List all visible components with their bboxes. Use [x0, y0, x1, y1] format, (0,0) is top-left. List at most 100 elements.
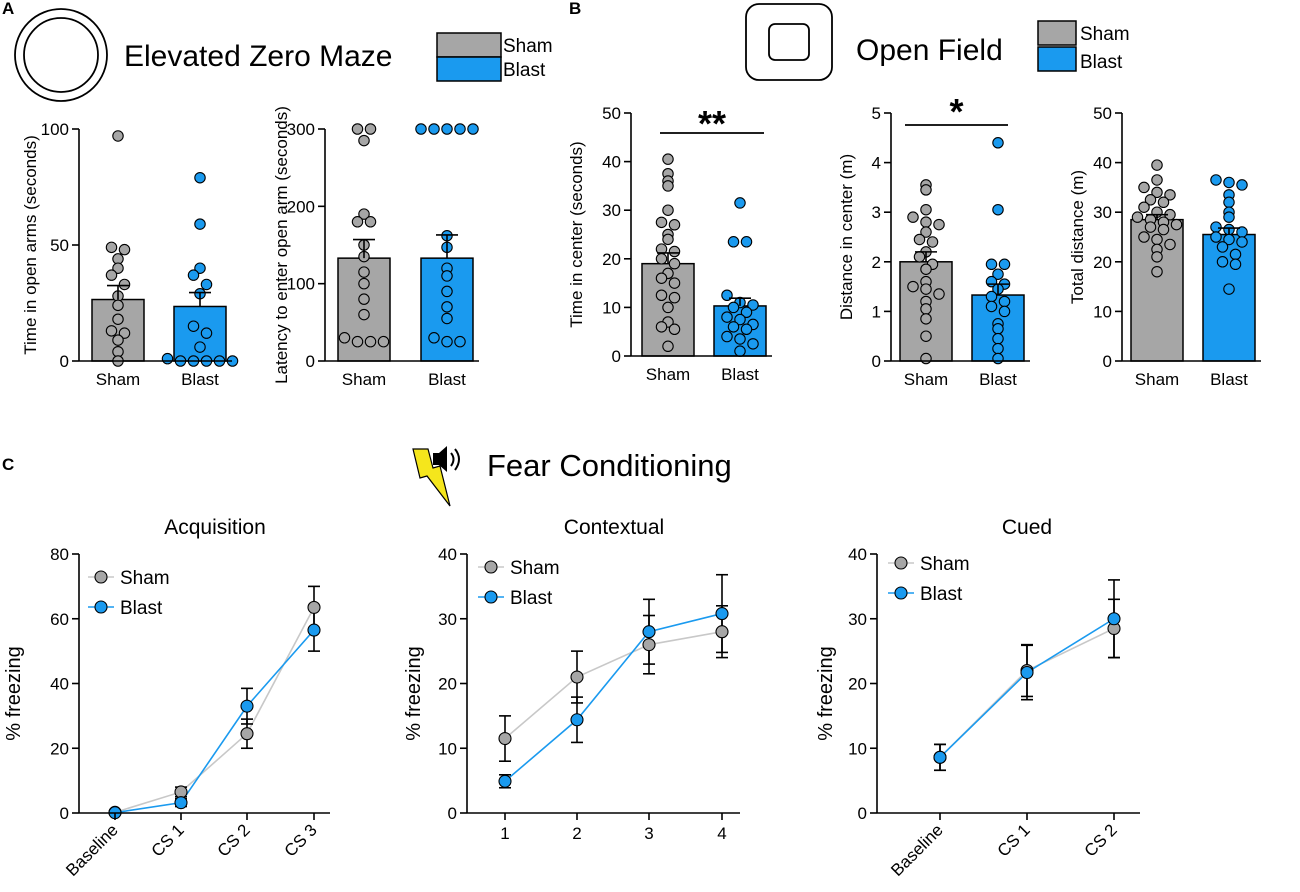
- fear-title: Fear Conditioning: [487, 448, 732, 483]
- y-tick-label: 0: [306, 352, 315, 371]
- data-point-sham: [1144, 221, 1157, 233]
- data-point-blast: [194, 341, 206, 353]
- data-point-sham: [668, 257, 681, 270]
- x-tick-label: 2: [572, 824, 581, 843]
- panel-label-b: B: [569, 0, 581, 18]
- data-point-blast: [441, 312, 453, 325]
- data-point-sham: [920, 330, 932, 342]
- data-point-sham: [662, 204, 674, 216]
- data-point-blast: [721, 330, 733, 343]
- y-tick-label: 10: [1093, 302, 1112, 321]
- data-point-blast: [1229, 258, 1242, 271]
- data-point-blast: [194, 171, 206, 184]
- y-tick-label: 20: [848, 675, 867, 694]
- x-tick-label: 3: [644, 824, 653, 843]
- y-axis-label: Distance in center (m): [837, 154, 856, 320]
- data-point-blast: [187, 269, 200, 281]
- ezm-legend-sham-label: Sham: [503, 36, 553, 57]
- data-point-sham: [668, 245, 681, 258]
- of-legend-sham-label: Sham: [1080, 24, 1130, 45]
- y-tick-label: 40: [50, 675, 69, 694]
- data-point-sham: [358, 293, 370, 305]
- significance-marker: *: [949, 91, 963, 132]
- data-point-sham: [668, 219, 681, 231]
- data-point-sham: [907, 211, 919, 223]
- data-point-blast: [174, 796, 188, 810]
- data-point-sham: [1138, 231, 1150, 243]
- y-tick-label: 50: [602, 104, 621, 123]
- data-point-blast: [721, 311, 733, 323]
- legend-label-sham: Sham: [510, 558, 560, 579]
- data-point-blast: [441, 270, 453, 282]
- data-point-sham: [1164, 189, 1176, 201]
- legend-label-sham: Sham: [920, 554, 970, 575]
- data-point-sham: [1151, 159, 1163, 171]
- data-point-blast: [428, 332, 440, 344]
- x-tick-label: Blast: [721, 365, 759, 384]
- data-point-blast: [200, 327, 213, 339]
- data-point-blast: [740, 236, 753, 248]
- data-point-blast: [498, 774, 512, 788]
- data-point-sham: [1151, 233, 1163, 246]
- data-point-sham: [1138, 181, 1150, 194]
- y-tick-label: 30: [1093, 203, 1112, 222]
- y-tick-label: 10: [438, 739, 457, 758]
- data-point-sham: [112, 262, 124, 274]
- data-point-blast: [1107, 612, 1121, 626]
- data-point-sham: [498, 731, 512, 746]
- data-point-blast: [998, 258, 1011, 271]
- data-point-sham: [1131, 211, 1144, 223]
- y-tick-label: 5: [872, 104, 881, 123]
- bar-blast: [1202, 233, 1256, 362]
- data-point-blast: [992, 268, 1004, 280]
- data-point-blast: [1223, 196, 1235, 209]
- y-tick-label: 40: [602, 153, 621, 172]
- data-point-sham: [358, 308, 370, 321]
- data-point-blast: [161, 352, 174, 365]
- data-point-blast: [467, 123, 479, 135]
- y-tick-label: 300: [287, 120, 315, 139]
- y-tick-label: 40: [848, 545, 867, 564]
- x-tick-label: Blast: [979, 370, 1017, 389]
- chart-ezm-time-open-arms: 0 50 100 Sham Blast Time in open arms (second…: [21, 120, 239, 389]
- y-tick-label: 0: [60, 804, 69, 823]
- data-point-sham: [920, 184, 932, 196]
- panel-label-a: A: [2, 0, 14, 18]
- panel-label-c: C: [2, 455, 14, 474]
- data-point-blast: [307, 623, 321, 637]
- data-point-sham: [920, 352, 932, 365]
- data-point-sham: [364, 335, 377, 348]
- y-tick-label: 100: [41, 120, 69, 139]
- of-legend: Sham Blast: [1037, 20, 1130, 73]
- series-line-sham: [504, 630, 723, 740]
- data-point-sham: [1151, 265, 1163, 278]
- data-point-blast: [454, 123, 466, 135]
- y-axis-label: Latency to enter open arm (seconds): [272, 106, 291, 384]
- data-point-sham: [920, 303, 932, 315]
- x-tick-label: CS 2: [214, 820, 254, 860]
- y-tick-label: 0: [448, 804, 457, 823]
- ezm-legend: Sham Blast: [436, 32, 553, 82]
- data-point-blast: [998, 305, 1011, 318]
- data-point-blast: [642, 625, 656, 639]
- data-point-sham: [662, 180, 674, 192]
- legend-marker-blast: [894, 586, 908, 600]
- legend-label-blast: Blast: [920, 584, 963, 605]
- y-tick-label: 3: [872, 203, 881, 222]
- legend-marker-sham: [484, 560, 498, 574]
- data-point-blast: [1229, 248, 1242, 261]
- ezm-title: Elevated Zero Maze: [124, 40, 392, 73]
- data-point-blast: [194, 262, 206, 274]
- y-tick-label: 4: [872, 154, 881, 173]
- data-point-blast: [985, 258, 998, 271]
- data-point-sham: [920, 203, 932, 216]
- data-point-sham: [668, 277, 681, 289]
- data-point-blast: [740, 306, 753, 319]
- y-axis-label: Total distance (m): [1068, 170, 1087, 304]
- legend-label-sham: Sham: [120, 568, 170, 589]
- data-point-blast: [992, 352, 1004, 365]
- data-point-sham: [1157, 196, 1170, 209]
- y-tick-label: 2: [872, 253, 881, 272]
- ezm-legend-sham-swatch: [436, 32, 502, 58]
- legend-marker-blast: [484, 590, 498, 604]
